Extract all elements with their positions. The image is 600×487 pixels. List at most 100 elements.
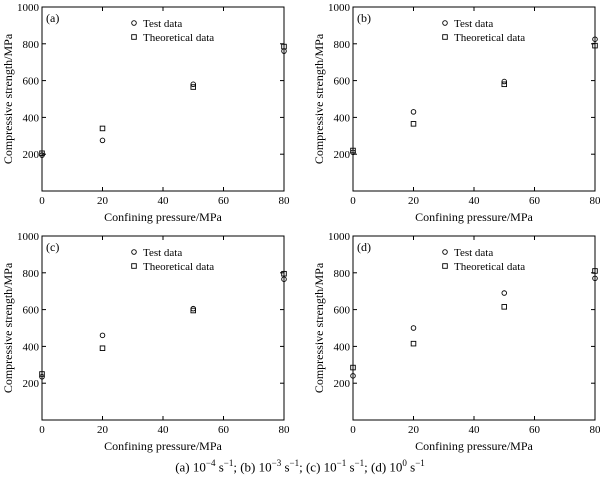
x-axis-label: Confining pressure/MPa (415, 439, 533, 453)
data-point-theoretical (99, 125, 106, 132)
y-tick-label: 1000 (328, 231, 351, 243)
x-tick-label: 80 (590, 195, 600, 207)
data-point-test (99, 332, 106, 339)
legend-label: Test data (454, 18, 493, 30)
data-point-theoretical (592, 268, 598, 274)
caption-text: (a) 10 (175, 459, 206, 475)
caption-text: s (215, 459, 224, 475)
data-point-theoretical (99, 345, 106, 351)
caption-superscript: −3 (271, 458, 282, 468)
panel-a: 0 20 40 60 80 200 400 600 800 1000 Confining press… (1, 2, 290, 224)
data-point-test (501, 78, 508, 85)
y-axis-label: Compressive strength/MPa (1, 262, 15, 393)
data-point-theoretical (501, 81, 508, 88)
x-tick-label: 0 (350, 424, 356, 436)
legend-label: Test data (143, 18, 182, 30)
y-tick-label: 400 (334, 341, 351, 353)
data-point-theoretical (592, 42, 598, 49)
caption-superscript: −1 (289, 458, 300, 468)
data-point-test (350, 373, 356, 379)
x-tick-label: 40 (469, 195, 481, 207)
data-point-theoretical (39, 150, 45, 157)
legend-marker-circle (442, 20, 448, 26)
x-tick-label: 20 (97, 424, 109, 436)
y-tick-label: 800 (334, 268, 351, 280)
caption-superscript: −1 (223, 458, 234, 468)
legend-marker-square (131, 263, 137, 269)
data-point-test (501, 290, 508, 296)
y-axis-label: Compressive strength/MPa (312, 262, 326, 393)
caption-superscript: −1 (336, 458, 347, 468)
legend-label: Theoretical data (454, 32, 525, 44)
x-axis-label: Confining pressure/MPa (104, 210, 222, 224)
panel-label: (d) (357, 240, 371, 254)
panel-label: (c) (46, 240, 59, 254)
y-tick-label: 600 (23, 305, 40, 317)
legend-label: Test data (454, 247, 493, 259)
data-point-test (592, 36, 598, 42)
caption-text: ; (c) 10 (299, 459, 337, 475)
y-tick-label: 800 (23, 39, 40, 51)
caption-superscript: −4 (205, 458, 216, 468)
x-tick-label: 40 (158, 195, 170, 207)
y-tick-label: 600 (334, 76, 351, 88)
caption-text: ; (b) 10 (233, 459, 272, 475)
legend-marker-circle (442, 249, 448, 255)
legend-marker-circle (131, 20, 137, 26)
figure-caption: (a) 10−4 s−1; (b) 10−3 s−1; (c) 10−1 s−1… (0, 458, 600, 475)
y-tick-label: 200 (23, 149, 40, 161)
caption-superscript: −1 (415, 458, 425, 468)
y-tick-label: 600 (334, 305, 351, 317)
caption-superscript: −1 (354, 458, 365, 468)
data-point-test (592, 275, 598, 282)
y-axis-label: Compressive strength/MPa (312, 33, 326, 164)
panel-label: (a) (46, 11, 59, 25)
y-tick-label: 1000 (17, 231, 40, 243)
y-tick-label: 200 (334, 149, 351, 161)
legend-label: Test data (143, 247, 182, 259)
legend-marker-circle (131, 249, 137, 255)
x-tick-label: 20 (97, 195, 109, 207)
y-tick-label: 400 (23, 341, 40, 353)
data-point-theoretical (410, 340, 417, 347)
panel-label: (b) (357, 11, 371, 25)
y-tick-label: 400 (334, 112, 351, 124)
y-tick-label: 200 (23, 378, 40, 390)
x-tick-label: 80 (279, 195, 291, 207)
data-point-theoretical (281, 270, 287, 277)
x-tick-label: 40 (158, 424, 170, 436)
data-point-theoretical (350, 147, 356, 154)
data-point-theoretical (350, 364, 356, 371)
legend-marker-square (442, 263, 448, 269)
caption-text: ; (d) 10 (364, 459, 403, 475)
data-point-theoretical (190, 84, 196, 90)
legend-label: Theoretical data (143, 32, 214, 44)
data-point-test (281, 276, 287, 282)
data-point-test (39, 374, 45, 380)
x-tick-label: 0 (350, 195, 356, 207)
panel-c: 0 20 40 60 80 200 400 600 800 1000 Confining press… (1, 231, 290, 453)
caption-text: s (406, 459, 416, 475)
y-tick-label: 1000 (328, 2, 351, 14)
data-point-theoretical (501, 304, 508, 310)
x-tick-label: 80 (590, 424, 600, 436)
y-tick-label: 400 (23, 112, 40, 124)
caption-superscript: 0 (402, 458, 407, 468)
x-tick-label: 0 (39, 424, 45, 436)
x-tick-label: 80 (279, 424, 291, 436)
y-tick-label: 800 (23, 268, 40, 280)
legend-marker-square (131, 34, 137, 40)
data-point-test (410, 325, 417, 331)
x-tick-label: 20 (408, 424, 420, 436)
x-axis-label: Confining pressure/MPa (415, 210, 533, 224)
y-tick-label: 600 (23, 76, 40, 88)
data-point-test (410, 109, 417, 115)
data-point-theoretical (190, 307, 196, 314)
data-point-test (190, 305, 196, 312)
x-tick-label: 60 (529, 195, 541, 207)
x-tick-label: 60 (529, 424, 541, 436)
y-tick-label: 1000 (17, 2, 40, 14)
panel-d: 0 20 40 60 80 200 400 600 800 1000 Confining press… (312, 231, 600, 453)
x-tick-label: 40 (469, 424, 481, 436)
